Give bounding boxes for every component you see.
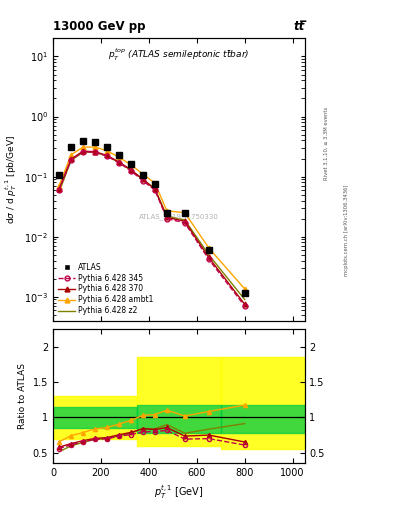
Bar — [53, 396, 137, 439]
Bar — [221, 357, 305, 449]
Bar — [137, 357, 221, 445]
Text: mcplots.cern.ch [arXiv:1306.3436]: mcplots.cern.ch [arXiv:1306.3436] — [344, 185, 349, 276]
Bar — [53, 407, 137, 428]
Y-axis label: Ratio to ATLAS: Ratio to ATLAS — [18, 363, 27, 429]
Text: 13000 GeV pp: 13000 GeV pp — [53, 20, 145, 33]
Text: ATLAS_2019_I1750330: ATLAS_2019_I1750330 — [139, 213, 219, 220]
Bar — [221, 404, 305, 433]
Text: Rivet 3.1.10, ≥ 3.3M events: Rivet 3.1.10, ≥ 3.3M events — [324, 106, 329, 180]
X-axis label: $p_T^{t,1}$ [GeV]: $p_T^{t,1}$ [GeV] — [154, 484, 204, 501]
Text: $p_T^{top}$ (ATLAS semileptonic tt̄bar): $p_T^{top}$ (ATLAS semileptonic tt̄bar) — [108, 47, 250, 63]
Legend: ATLAS, Pythia 6.428 345, Pythia 6.428 370, Pythia 6.428 ambt1, Pythia 6.428 z2: ATLAS, Pythia 6.428 345, Pythia 6.428 37… — [55, 260, 157, 318]
Y-axis label: d$\sigma$ / d $p_T^{t,1}$ [pb/GeV]: d$\sigma$ / d $p_T^{t,1}$ [pb/GeV] — [3, 135, 18, 224]
Text: tt̅: tt̅ — [293, 20, 305, 33]
Bar — [137, 404, 221, 433]
